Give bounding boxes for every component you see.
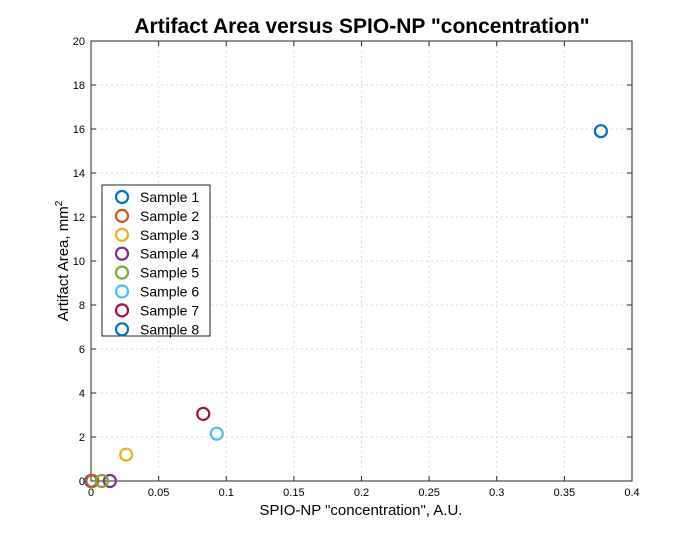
- y-tick-label: 2: [79, 432, 85, 444]
- data-point: [593, 124, 608, 139]
- legend-label: Sample 8: [140, 321, 199, 337]
- x-tick-label: 0.15: [283, 487, 304, 499]
- y-axis-label: Artifact Area, mm2: [54, 200, 72, 321]
- data-point: [85, 473, 100, 489]
- legend-label: Sample 4: [140, 246, 199, 262]
- y-axis-label-superscript: 2: [54, 200, 65, 206]
- data-point: [102, 473, 118, 489]
- data-points: [83, 124, 608, 489]
- x-tick-label: 0.25: [418, 487, 439, 499]
- y-tick-label: 14: [73, 168, 85, 180]
- x-tick-label: 0.4: [624, 487, 639, 499]
- axis-ticks: 0 0.05 0.1 0.15 0.2 0.25 0.3 0.35 0.4 0 2 4 6 8 10 12 14…: [73, 36, 640, 499]
- y-tick-label: 8: [79, 300, 85, 312]
- legend-label: Sample 5: [140, 265, 199, 281]
- data-point: [94, 473, 109, 489]
- x-tick-label: 0.05: [148, 487, 169, 499]
- legend-marker: [114, 322, 130, 337]
- y-tick-label: 4: [79, 388, 85, 400]
- y-tick-label: 20: [73, 36, 85, 48]
- y-tick-label: 0: [79, 476, 85, 488]
- x-tick-label: 0.3: [489, 487, 504, 499]
- legend-marker: [114, 189, 130, 205]
- legend-label: Sample 1: [140, 189, 199, 205]
- legend-marker: [114, 265, 130, 280]
- x-tick-label: 0.35: [554, 487, 575, 499]
- x-axis-label: SPIO-NP "concentration", A.U.: [260, 502, 463, 519]
- legend-label: Sample 6: [140, 284, 199, 300]
- legend-marker: [114, 208, 130, 223]
- grid-lines: [91, 41, 632, 481]
- legend-label: Sample 2: [140, 208, 199, 224]
- y-axis-label-text: Artifact Area, mm: [55, 206, 72, 321]
- x-tick-label: 0: [88, 487, 94, 499]
- y-tick-label: 10: [73, 256, 85, 268]
- x-tick-label: 0.1: [219, 487, 234, 499]
- y-tick-label: 16: [73, 124, 85, 136]
- data-point: [196, 406, 211, 421]
- legend-marker: [114, 303, 130, 318]
- legend-marker: [114, 227, 130, 242]
- legend-marker: [114, 284, 130, 299]
- data-point: [209, 426, 224, 441]
- legend-marker: [114, 246, 130, 261]
- data-point: [119, 447, 134, 462]
- y-tick-label: 18: [73, 80, 85, 92]
- y-tick-label: 12: [73, 212, 85, 224]
- legend-label: Sample 3: [140, 227, 199, 243]
- legend-label: Sample 7: [140, 302, 199, 318]
- legend: Sample 1 Sample 2 Sample 3 Sample 4 Sample 5…: [101, 184, 211, 337]
- y-tick-label: 6: [79, 344, 85, 356]
- chart-title: Artifact Area versus SPIO-NP "concentrat…: [134, 15, 589, 38]
- x-tick-label: 0.2: [354, 487, 369, 499]
